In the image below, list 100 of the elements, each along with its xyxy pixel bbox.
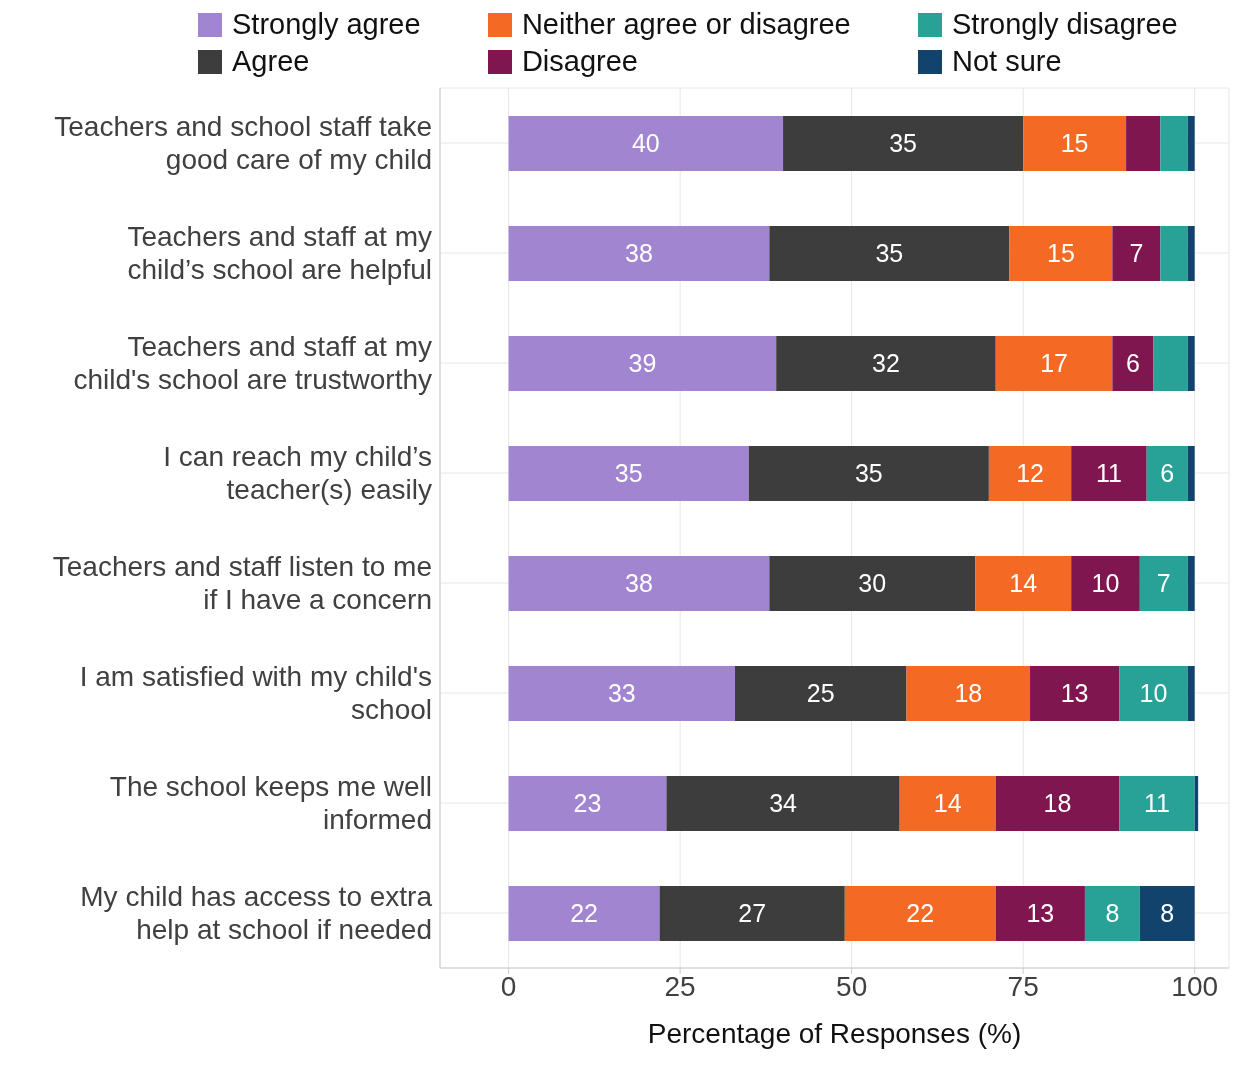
y-tick-label: Teachers and staff at my child’s school are helpful: [127, 221, 432, 286]
bar: [995, 886, 1085, 941]
y-tick-label: My child has access to extra help at school if needed: [80, 881, 433, 946]
data-label: 27: [738, 899, 767, 928]
bar: [1112, 336, 1154, 391]
bar: [735, 666, 907, 721]
bar: [975, 556, 1072, 611]
bar: [1071, 556, 1140, 611]
bar: [508, 556, 770, 611]
data-label: 11: [1095, 459, 1122, 488]
bar: [508, 776, 667, 831]
bar: [666, 776, 900, 831]
bar: [508, 886, 660, 941]
bar: [1187, 226, 1195, 281]
bar: [1009, 226, 1113, 281]
data-label: 25: [806, 679, 835, 708]
data-label: 7: [1156, 569, 1171, 598]
bar: [1187, 666, 1195, 721]
data-label: 35: [854, 459, 883, 488]
bar: [1187, 116, 1195, 171]
data-label: 35: [875, 239, 904, 268]
data-label: 8: [1160, 899, 1175, 928]
data-label: 23: [573, 789, 602, 818]
data-label: 8: [1105, 899, 1120, 928]
bar: [1030, 666, 1120, 721]
data-label: 10: [1139, 679, 1168, 708]
y-tick-label: Teachers and staff at my child's school are trustworthy: [73, 331, 432, 396]
bar: [1084, 886, 1140, 941]
data-label: 14: [1009, 569, 1038, 598]
data-label: 32: [872, 349, 900, 378]
data-label: 13: [1060, 679, 1089, 708]
bar: [508, 336, 777, 391]
data-label: 18: [1043, 789, 1072, 818]
y-tick-label: The school keeps me well informed: [109, 771, 432, 836]
bar: [995, 776, 1120, 831]
bar: [1153, 336, 1188, 391]
bar: [1023, 116, 1127, 171]
x-tick-label: 25: [664, 970, 696, 1002]
bar: [906, 666, 1031, 721]
data-label: 6: [1160, 459, 1175, 488]
x-tick-label: 100: [1171, 970, 1219, 1002]
data-label: 18: [954, 679, 983, 708]
bar: [844, 886, 996, 941]
bar: [1139, 886, 1195, 941]
bar: [1119, 776, 1195, 831]
legend-label: Not sure: [952, 45, 1062, 78]
data-label: 15: [1060, 129, 1089, 158]
data-label: 30: [858, 569, 887, 598]
data-label: 7: [1129, 239, 1144, 268]
bar: [1119, 666, 1188, 721]
y-tick-label: I am satisfied with my child's school: [79, 661, 432, 726]
bar: [1187, 336, 1195, 391]
bar: [776, 336, 996, 391]
bar: [508, 226, 770, 281]
bar: [748, 446, 989, 501]
data-label: 39: [628, 349, 657, 378]
data-label: 6: [1125, 349, 1140, 378]
y-tick-label: Teachers and school staff take good care of my child: [54, 111, 432, 176]
data-label: 35: [889, 129, 918, 158]
bar: [1160, 226, 1188, 281]
y-tick-label: Teachers and staff listen to me if I have a concern: [52, 551, 432, 616]
bar: [1071, 446, 1147, 501]
data-label: 13: [1026, 899, 1055, 928]
data-label: 35: [614, 459, 643, 488]
data-label: 34: [769, 789, 798, 818]
data-label: 12: [1016, 459, 1044, 488]
legend-label: Strongly disagree: [952, 8, 1178, 41]
bar: [1126, 116, 1161, 171]
x-tick-label: 50: [836, 970, 868, 1002]
data-label: 14: [933, 789, 962, 818]
bar: [1160, 116, 1188, 171]
data-label: 22: [906, 899, 935, 928]
legend-label: Neither agree or disagree: [521, 8, 851, 41]
data-label: 10: [1091, 569, 1120, 598]
y-tick-label: I can reach my child’s teacher(s) easily: [163, 441, 432, 506]
bar: [508, 666, 736, 721]
bar: [995, 336, 1113, 391]
bar: [783, 116, 1024, 171]
bar: [769, 226, 1010, 281]
data-label: 38: [625, 569, 653, 598]
x-tick-label: 75: [1007, 970, 1039, 1002]
legend-label: Strongly agree: [232, 8, 421, 41]
bar: [1187, 556, 1195, 611]
x-axis-title: Percentage of Responses (%): [647, 1018, 1022, 1049]
legend-label: Disagree: [521, 45, 638, 78]
data-label: 40: [631, 129, 660, 158]
data-label: 11: [1143, 789, 1170, 818]
bar: [988, 446, 1072, 501]
bar: [1139, 556, 1188, 611]
data-label: 33: [607, 679, 636, 708]
bar: [899, 776, 996, 831]
bar: [769, 556, 976, 611]
bar: [659, 886, 845, 941]
data-label: 17: [1040, 349, 1068, 378]
bar: [1187, 446, 1195, 501]
bar: [508, 446, 749, 501]
bar: [1112, 226, 1161, 281]
bar: [1146, 446, 1188, 501]
bar: [508, 116, 784, 171]
data-label: 15: [1047, 239, 1075, 268]
